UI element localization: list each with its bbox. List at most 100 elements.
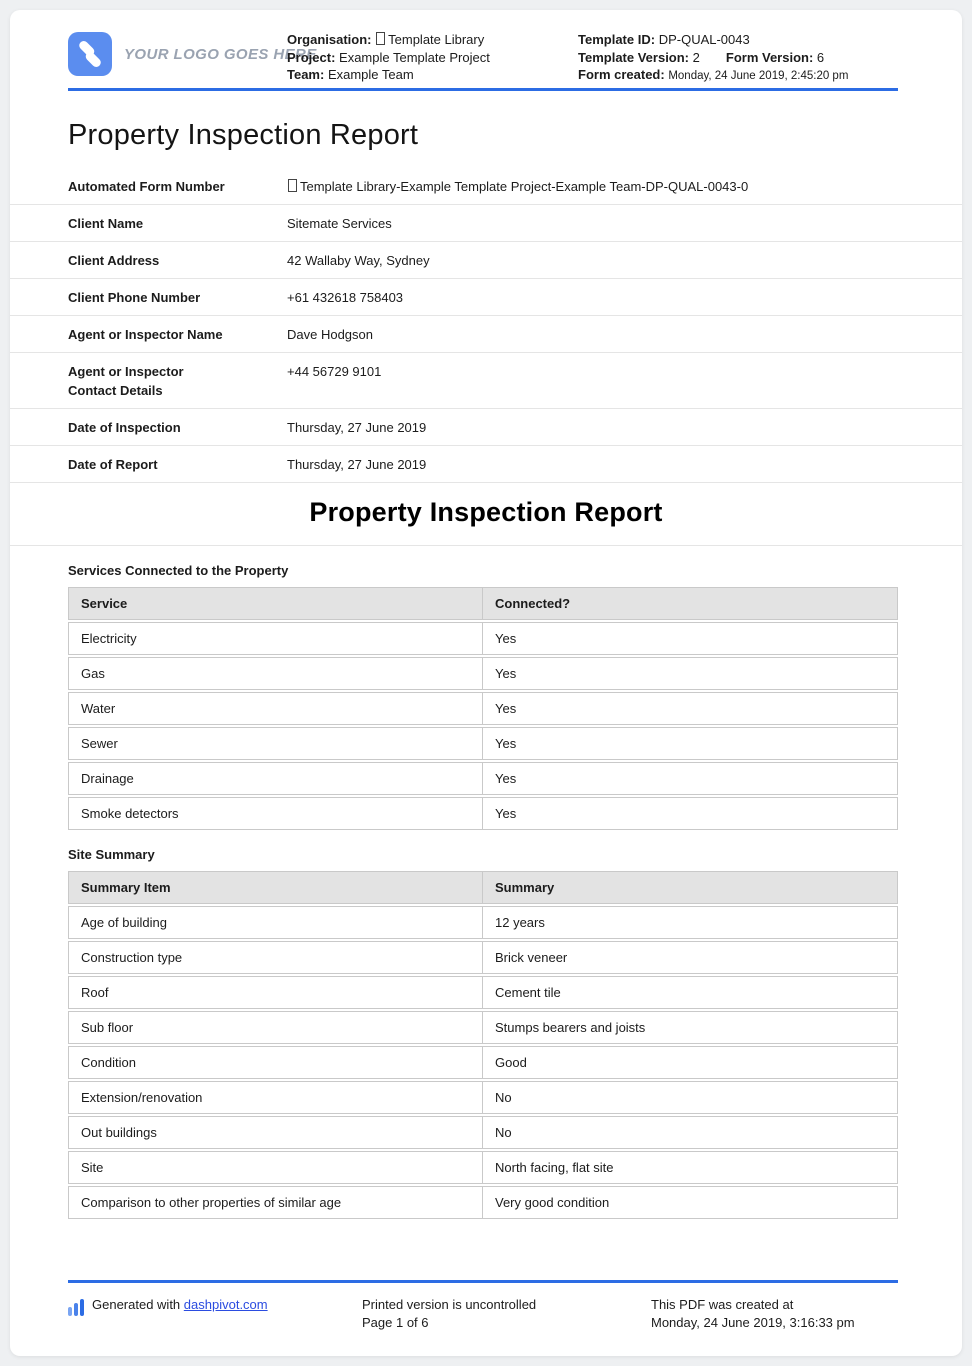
table-cell: Construction type	[69, 942, 483, 973]
table-cell: Cement tile	[495, 985, 561, 1000]
header-meta-left: Organisation: Template Library Project: …	[287, 31, 490, 84]
document-page: YOUR LOGO GOES HERE Organisation: Templa…	[10, 10, 962, 1356]
dashpivot-link[interactable]: dashpivot.com	[183, 1297, 268, 1312]
missing-glyph-box	[288, 179, 297, 192]
form-row-automated-number: Automated Form Number Template Library-E…	[10, 168, 962, 205]
column-header: Summary	[495, 880, 555, 895]
table-row: Extension/renovation No	[68, 1081, 898, 1114]
field-label: Client Name	[68, 216, 144, 231]
site-summary-table: Summary Item Summary Age of building 12 …	[68, 871, 898, 1219]
form-row-client-phone: Client Phone Number +61 432618 758403	[10, 279, 962, 316]
table-cell: Age of building	[69, 907, 483, 938]
form-created-line: Form created: Monday, 24 June 2019, 2:45…	[578, 67, 849, 82]
table-cell: Site	[69, 1152, 483, 1183]
form-row-date-report: Date of Report Thursday, 27 June 2019	[10, 446, 962, 483]
table-cell: Good	[495, 1055, 527, 1070]
company-logo-icon	[68, 32, 112, 76]
field-label: Agent or Inspector Contact Details	[68, 364, 184, 398]
section-title-band: Property Inspection Report	[10, 483, 962, 546]
form-row-client-name: Client Name Sitemate Services	[10, 205, 962, 242]
site-summary-heading: Site Summary	[68, 847, 155, 862]
table-cell: Smoke detectors	[69, 798, 483, 829]
table-cell: Stumps bearers and joists	[495, 1020, 646, 1035]
table-cell: No	[495, 1125, 512, 1140]
table-cell: Sewer	[69, 728, 483, 759]
team-line: Team: Example Team	[287, 67, 414, 82]
organisation-line: Organisation: Template Library	[287, 32, 485, 47]
form-row-agent-contact: Agent or Inspector Contact Details +44 5…	[10, 353, 962, 409]
table-cell: Brick veneer	[495, 950, 568, 965]
table-cell: Yes	[495, 736, 517, 751]
field-value: Dave Hodgson	[287, 327, 373, 342]
pdf-created-label: This PDF was created at	[651, 1297, 794, 1312]
missing-glyph-box	[376, 32, 386, 45]
table-row: Comparison to other properties of simila…	[68, 1186, 898, 1219]
table-cell: Yes	[495, 666, 517, 681]
footer-generated: Generated with dashpivot.com	[68, 1296, 362, 1332]
table-cell: Very good condition	[495, 1195, 610, 1210]
field-value: +44 56729 9101	[287, 364, 382, 379]
field-value: Thursday, 27 June 2019	[287, 457, 427, 472]
table-cell: Extension/renovation	[69, 1082, 483, 1113]
page-header: YOUR LOGO GOES HERE Organisation: Templa…	[10, 10, 962, 91]
field-value: Thursday, 27 June 2019	[287, 420, 427, 435]
table-row: Sub floor Stumps bearers and joists	[68, 1011, 898, 1044]
table-row: Construction type Brick veneer	[68, 941, 898, 974]
field-value: 42 Wallaby Way, Sydney	[287, 253, 430, 268]
table-cell: Drainage	[69, 763, 483, 794]
table-row: Smoke detectors Yes	[68, 797, 898, 830]
table-row: Sewer Yes	[68, 727, 898, 760]
form-row-client-address: Client Address 42 Wallaby Way, Sydney	[10, 242, 962, 279]
field-label: Client Address	[68, 253, 160, 268]
section-title: Property Inspection Report	[309, 497, 663, 527]
table-row: Drainage Yes	[68, 762, 898, 795]
footer-divider-rule	[68, 1280, 898, 1283]
field-label: Agent or Inspector Name	[68, 327, 223, 342]
pdf-created-timestamp: Monday, 24 June 2019, 3:16:33 pm	[651, 1315, 855, 1330]
table-cell: No	[495, 1090, 512, 1105]
form-row-agent-name: Agent or Inspector Name Dave Hodgson	[10, 316, 962, 353]
version-line: Template Version: 2 Form Version: 6	[578, 49, 825, 65]
table-cell: Condition	[69, 1047, 483, 1078]
table-row: Gas Yes	[68, 657, 898, 690]
field-value: Template Library-Example Template Projec…	[287, 177, 808, 196]
field-label: Automated Form Number	[68, 179, 225, 194]
table-row: Site North facing, flat site	[68, 1151, 898, 1184]
table-cell: Gas	[69, 658, 483, 689]
field-value: +61 432618 758403	[287, 290, 404, 305]
table-cell: North facing, flat site	[495, 1160, 614, 1175]
field-label: Client Phone Number	[68, 290, 201, 305]
form-fields: Automated Form Number Template Library-E…	[10, 168, 962, 483]
field-label: Date of Inspection	[68, 420, 181, 435]
footer-created-note: This PDF was created at Monday, 24 June …	[651, 1296, 904, 1332]
table-cell: Roof	[69, 977, 483, 1008]
field-value: Sitemate Services	[287, 216, 392, 231]
table-cell: Sub floor	[69, 1012, 483, 1043]
column-header: Summary Item	[69, 872, 483, 903]
bar-chart-icon	[68, 1299, 84, 1316]
table-cell: Water	[69, 693, 483, 724]
services-table: Service Connected? Electricity Yes Gas Y…	[68, 587, 898, 830]
template-id-line: Template ID: DP-QUAL-0043	[578, 32, 750, 47]
page-footer: Generated with dashpivot.com Printed ver…	[10, 1280, 962, 1332]
column-header: Connected?	[495, 596, 571, 611]
table-row: Water Yes	[68, 692, 898, 725]
logo-placeholder-text: YOUR LOGO GOES HERE	[124, 46, 317, 63]
project-line: Project: Example Template Project	[287, 49, 490, 65]
header-meta-right: Template ID: DP-QUAL-0043 Template Versi…	[578, 31, 848, 86]
column-header: Service	[69, 588, 483, 619]
table-row: Electricity Yes	[68, 622, 898, 655]
table-header-row: Service Connected?	[68, 587, 898, 620]
header-divider-rule	[68, 88, 898, 91]
footer-printed-note: Printed version is uncontrolled Page 1 o…	[362, 1296, 651, 1332]
page-title: Property Inspection Report	[68, 119, 419, 151]
form-row-date-inspection: Date of Inspection Thursday, 27 June 201…	[10, 409, 962, 446]
table-cell: Yes	[495, 701, 517, 716]
table-cell: Yes	[495, 771, 517, 786]
table-cell: 12 years	[495, 915, 545, 930]
table-header-row: Summary Item Summary	[68, 871, 898, 904]
table-row: Out buildings No	[68, 1116, 898, 1149]
services-heading: Services Connected to the Property	[68, 563, 289, 578]
table-cell: Comparison to other properties of simila…	[69, 1187, 483, 1218]
field-label: Date of Report	[68, 457, 158, 472]
